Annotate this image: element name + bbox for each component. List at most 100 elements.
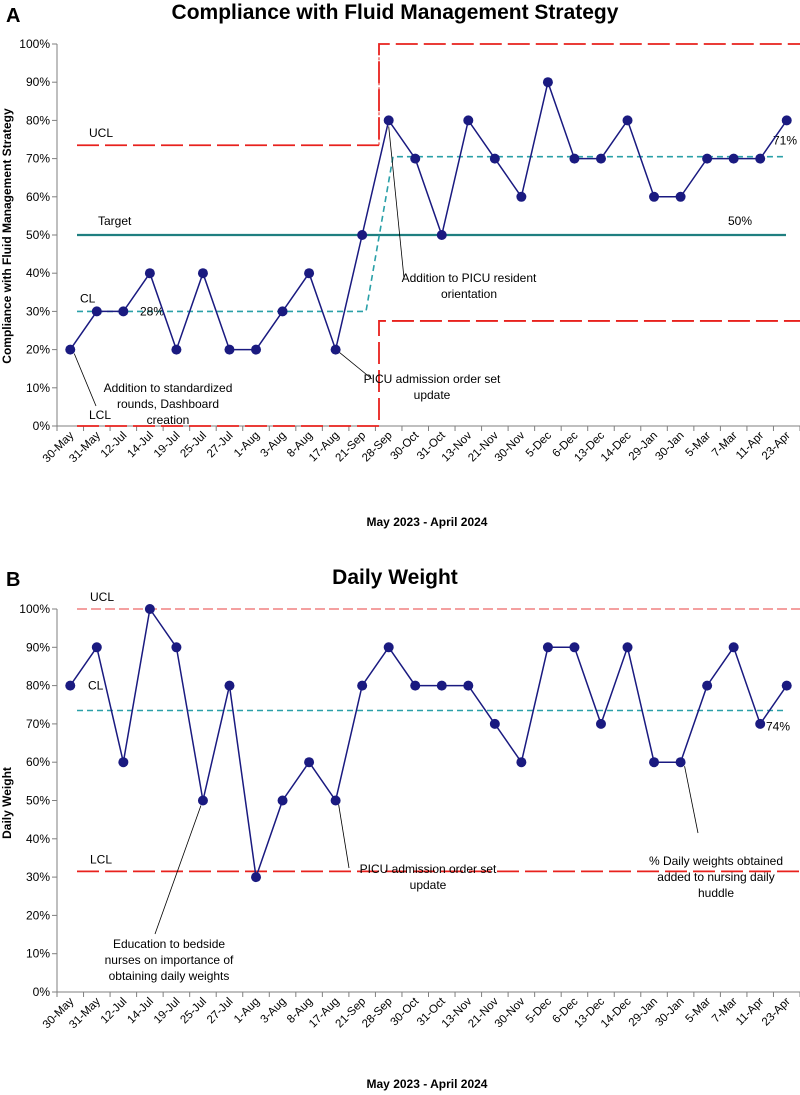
cl-value-label-phase1: 28% [140, 304, 164, 318]
data-point-13-Dec [595, 718, 606, 729]
data-point-30-Nov [516, 191, 527, 202]
data-point-30-May [65, 344, 76, 355]
y-tick-label: 0% [33, 985, 51, 999]
data-point-13-Dec [595, 153, 606, 164]
x-tick-label: 19-Jul [152, 430, 183, 461]
x-tick-label: 3-Aug [258, 996, 288, 1026]
annotation-text: obtaining daily weights [109, 969, 230, 983]
annotation-text: update [414, 388, 451, 402]
chart-b-x-axis-title: May 2023 - April 2024 [367, 1077, 488, 1091]
data-point-28-Sep [383, 642, 394, 653]
chart-a-y-axis-title: Compliance with Fluid Management Strateg… [0, 108, 14, 364]
data-point-8-Aug [304, 268, 315, 279]
x-tick-label: 30-Oct [388, 429, 421, 462]
data-point-31-Oct [436, 680, 447, 691]
chart-a-panel-letter: A [6, 5, 20, 27]
chart-a-title: Compliance with Fluid Management Strateg… [172, 1, 619, 24]
annotation-leader [388, 126, 405, 279]
cl-label: CL [80, 291, 96, 305]
chart-a: A Compliance with Fluid Management Strat… [0, 1, 800, 529]
y-tick-label: 60% [26, 190, 50, 204]
y-tick-label: 50% [26, 228, 50, 242]
x-tick-label: 30-Jan [653, 996, 686, 1029]
annotation-text: Addition to PICU resident [402, 271, 537, 285]
y-tick-label: 90% [26, 75, 50, 89]
annotation-text: PICU admission order set [360, 862, 497, 876]
data-point-27-Jul [224, 344, 235, 355]
x-tick-label: 25-Jul [178, 996, 209, 1027]
data-point-12-Jul [118, 306, 129, 317]
annotation-text: Education to bedside [113, 937, 225, 951]
data-point-3-Aug [277, 795, 288, 806]
data-point-17-Aug [330, 344, 341, 355]
data-point-5-Mar [702, 680, 713, 691]
data-point-23-Apr [781, 680, 792, 691]
data-point-19-Jul [171, 344, 182, 355]
data-point-23-Apr [781, 115, 792, 126]
cl-value-label: 74% [766, 719, 790, 733]
data-point-30-Jan [675, 757, 686, 768]
data-point-25-Jul [197, 795, 208, 806]
data-point-14-Jul [144, 268, 155, 279]
ucl-label: UCL [90, 590, 114, 604]
data-point-28-Sep [383, 115, 394, 126]
annotation-leader [154, 805, 202, 935]
target-value-label: 50% [728, 214, 752, 228]
y-tick-label: 70% [26, 152, 50, 166]
x-tick-label: 23-Apr [760, 996, 793, 1029]
x-tick-label: 27-Jul [205, 996, 236, 1027]
cl-label: CL [88, 678, 104, 692]
y-tick-label: 100% [19, 602, 50, 616]
data-point-3-Aug [277, 306, 288, 317]
y-tick-label: 70% [26, 717, 50, 731]
annotation-text: PICU admission order set [364, 372, 501, 386]
data-point-31-May [91, 306, 102, 317]
chart-b-panel-letter: B [6, 569, 20, 591]
data-point-14-Dec [622, 115, 633, 126]
ucl-label: UCL [89, 126, 113, 140]
data-point-5-Mar [702, 153, 713, 164]
series-line [69, 79, 788, 353]
data-point-14-Dec [622, 642, 633, 653]
data-point-30-May [65, 680, 76, 691]
x-tick-label: 14-Dec [599, 995, 634, 1030]
x-tick-label: 28-Sep [360, 996, 395, 1031]
data-point-14-Jul [144, 604, 155, 614]
ucl-line [77, 43, 800, 147]
lcl-label: LCL [89, 408, 111, 422]
chart-b-y-axis-title: Daily Weight [0, 767, 14, 839]
x-tick-label: 27-Jul [205, 430, 236, 461]
y-tick-label: 30% [26, 870, 50, 884]
x-tick-label: 25-Jul [178, 430, 209, 461]
y-tick-label: 90% [26, 640, 50, 654]
cl-line [77, 155, 786, 313]
x-tick-label: 14-Jul [125, 430, 156, 461]
x-tick-label: 5-Dec [524, 995, 554, 1025]
data-point-30-Oct [410, 153, 421, 164]
chart-b: B Daily Weight May 2023 - April 2024 Dai… [0, 566, 800, 1091]
annotation-text: % Daily weights obtained [649, 854, 783, 868]
data-point-1-Aug [251, 344, 262, 355]
y-tick-label: 10% [26, 381, 50, 395]
data-point-30-Oct [410, 680, 421, 691]
data-point-31-May [91, 642, 102, 653]
annotation-text: huddle [698, 886, 734, 900]
data-point-30-Nov [516, 757, 527, 768]
data-point-21-Sep [357, 230, 368, 240]
x-tick-label: 28-Sep [360, 430, 395, 465]
data-point-12-Jul [118, 757, 129, 768]
x-tick-label: 5-Mar [684, 430, 714, 460]
annotation-text: creation [147, 413, 190, 427]
data-point-17-Aug [330, 795, 341, 806]
x-tick-label: 5-Dec [524, 429, 554, 459]
annotation-leader [338, 804, 350, 869]
annotation-text: orientation [441, 287, 497, 301]
y-tick-label: 80% [26, 113, 50, 127]
data-point-31-Oct [436, 230, 447, 240]
annotation-leader [339, 352, 373, 380]
y-tick-label: 80% [26, 679, 50, 693]
data-point-11-Apr [755, 153, 766, 164]
data-point-8-Aug [304, 757, 315, 768]
chart-b-title: Daily Weight [332, 566, 458, 589]
